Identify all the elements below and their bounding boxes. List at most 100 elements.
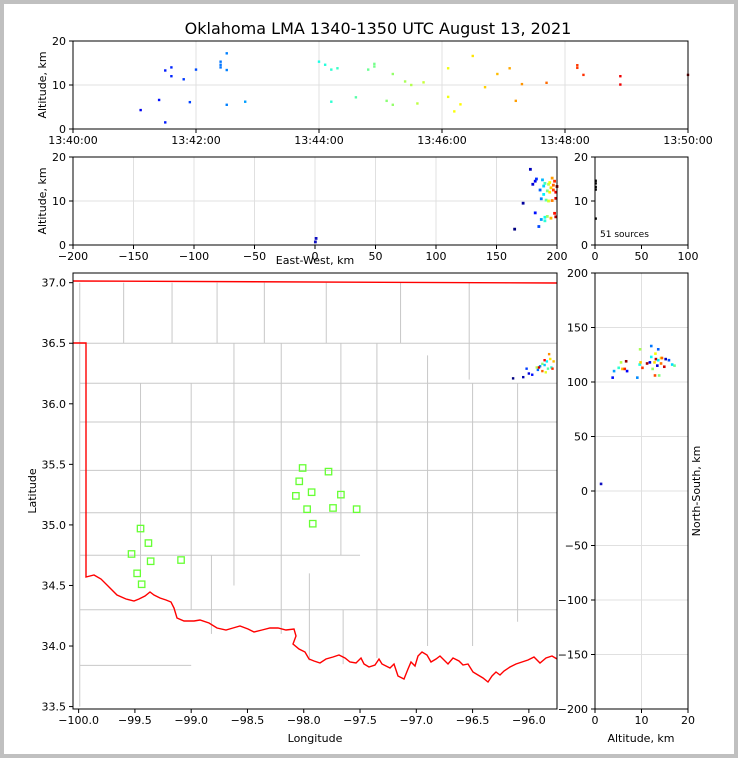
source-point: [649, 344, 653, 348]
x-tick-label: 0: [312, 250, 319, 263]
source-point: [547, 352, 551, 356]
x-tick-label: 13:44:00: [294, 134, 343, 147]
lma-station: [298, 464, 307, 472]
y-tick-label: 150: [567, 322, 588, 335]
source-point: [528, 167, 532, 171]
source-point: [551, 188, 555, 192]
y-tick-label: −50: [565, 540, 588, 553]
source-point: [547, 182, 550, 186]
source-point: [545, 360, 549, 363]
source-point: [554, 190, 558, 194]
histogram-panel: 0 50 100 0 10 20 51 sources: [574, 151, 699, 263]
source-point: [624, 359, 628, 363]
x-tick-label: −200: [58, 250, 88, 263]
source-point: [641, 366, 644, 370]
source-point: [553, 211, 556, 215]
source-point: [576, 66, 579, 70]
source-point: [533, 211, 537, 215]
source-point: [531, 373, 534, 376]
x-tick-label: 100: [678, 250, 699, 263]
source-point: [543, 219, 547, 223]
source-point: [446, 67, 450, 70]
source-point: [188, 100, 192, 104]
source-point: [662, 365, 666, 369]
source-point: [619, 83, 622, 86]
altitude-xlabel: Altitude, km: [607, 732, 674, 745]
northsouth-altitude-panel: 0 10 20 −200 −150 −100 −50 0 50 100 150 200 Altitud…: [558, 267, 703, 745]
y-tick-label: 0: [59, 239, 66, 252]
x-tick-label: 13:42:00: [171, 134, 220, 147]
lma-station: [292, 491, 300, 500]
y-tick-label: 35.0: [42, 519, 67, 532]
source-point: [527, 372, 531, 375]
source-point: [367, 68, 370, 71]
y-tick-label: 0: [59, 123, 66, 136]
source-point: [513, 227, 517, 231]
x-tick-label: 150: [486, 250, 507, 263]
plan-view-panel: −100.0 −99.5 −99.0 −98.5 −98.0 −97.5 −97.0 −96.…: [26, 272, 558, 745]
y-tick-label: 35.5: [42, 458, 67, 471]
source-point: [554, 215, 558, 219]
source-point: [544, 371, 547, 374]
source-point: [538, 188, 542, 192]
source-point: [511, 377, 515, 380]
source-point: [542, 193, 546, 196]
source-point: [219, 66, 222, 69]
source-point: [544, 198, 548, 202]
source-point: [446, 95, 450, 99]
source-point: [638, 348, 642, 351]
x-tick-label: 13:48:00: [540, 134, 589, 147]
x-tick-label: 13:46:00: [417, 134, 466, 147]
source-point: [656, 364, 659, 367]
x-tick-label: −100: [179, 250, 209, 263]
source-point: [576, 64, 579, 67]
source-point: [657, 374, 661, 377]
source-point: [536, 368, 540, 372]
source-point: [545, 189, 549, 193]
lma-station: [352, 505, 361, 514]
source-point: [654, 357, 658, 361]
source-point: [416, 102, 419, 105]
source-point: [549, 186, 553, 190]
y-tick-label: 36.0: [42, 398, 67, 411]
source-point: [219, 60, 222, 63]
source-point: [599, 482, 603, 486]
source-point: [623, 367, 627, 371]
source-point: [659, 362, 663, 365]
x-tick-label: −96.5: [456, 714, 490, 727]
source-point: [625, 369, 629, 373]
source-point: [459, 103, 462, 106]
lma-station: [137, 580, 146, 589]
source-point: [549, 216, 553, 220]
lma-station: [308, 519, 317, 528]
altitude-time-panel: 13:40:00 13:42:00 13:44:00 13:46:00 13:48:00…: [36, 35, 713, 147]
source-point: [656, 358, 660, 362]
lma-station: [133, 569, 142, 578]
source-point: [619, 361, 623, 364]
source-point: [533, 179, 537, 183]
source-point: [354, 96, 358, 99]
x-tick-label: 0: [592, 714, 599, 727]
source-point: [219, 63, 222, 66]
lma-station: [303, 505, 311, 514]
x-tick-label: 100: [426, 250, 447, 263]
y-tick-label: 33.5: [42, 701, 67, 714]
source-point: [313, 240, 317, 244]
y-tick-label: 50: [574, 431, 588, 444]
lma-station: [329, 504, 337, 512]
source-point: [649, 355, 653, 359]
source-point: [182, 78, 185, 81]
source-point: [541, 178, 544, 182]
source-point: [522, 375, 525, 379]
source-point: [617, 366, 621, 370]
longitude-xlabel: Longitude: [288, 732, 343, 745]
source-point: [551, 367, 554, 370]
source-point: [621, 367, 624, 371]
source-point: [552, 360, 555, 363]
x-tick-label: 200: [547, 250, 568, 263]
x-tick-label: 10: [635, 714, 649, 727]
y-tick-label: 20: [52, 35, 66, 48]
source-point: [541, 362, 544, 366]
x-tick-label: −96.0: [512, 714, 546, 727]
source-point: [317, 60, 321, 63]
